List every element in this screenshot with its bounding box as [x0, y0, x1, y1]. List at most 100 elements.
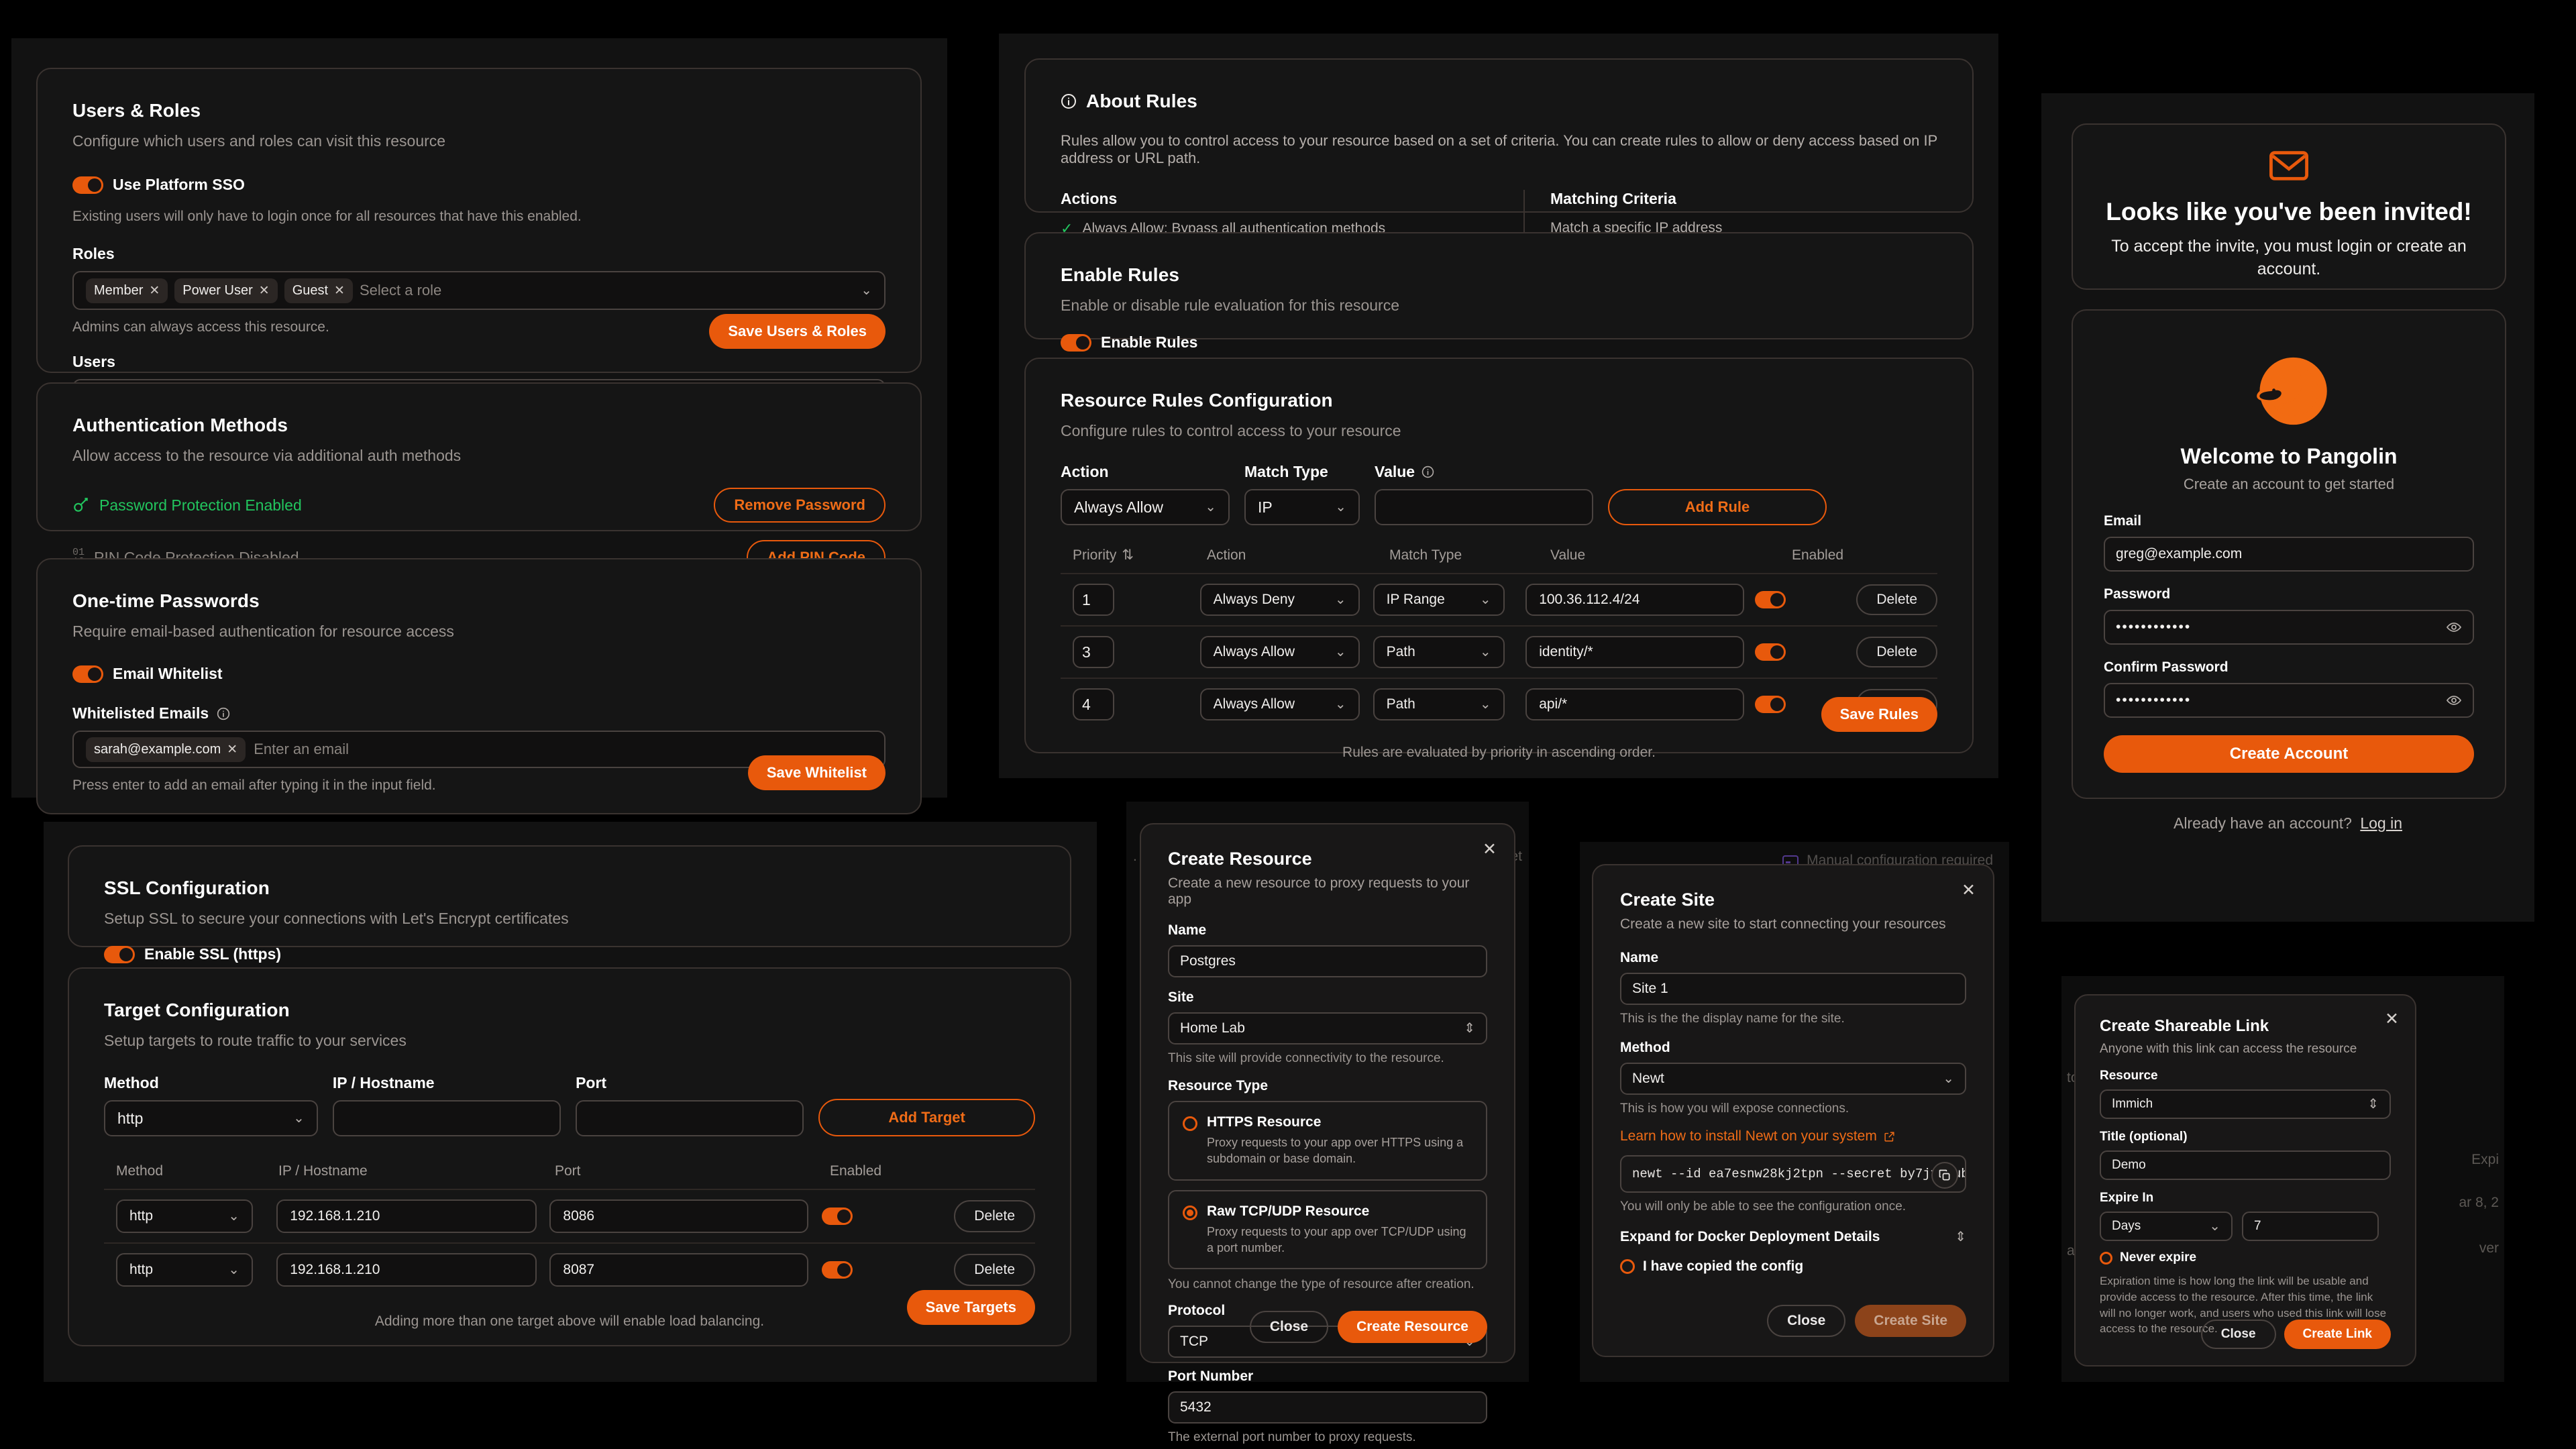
- use-platform-sso-toggle-row[interactable]: Use Platform SSO: [72, 176, 885, 194]
- save-whitelist-button[interactable]: Save Whitelist: [747, 755, 885, 790]
- resource-type-option-tcpudp[interactable]: Raw TCP/UDP Resource Proxy requests to y…: [1168, 1189, 1487, 1270]
- new-target-port-input[interactable]: [576, 1100, 804, 1136]
- save-rules-button[interactable]: Save Rules: [1821, 697, 1937, 732]
- save-targets-button[interactable]: Save Targets: [906, 1290, 1035, 1325]
- target-port-input[interactable]: 8087: [549, 1253, 809, 1287]
- newt-command-box[interactable]: newt --id ea7esnw28kj2tpn --secret by7jf…: [1620, 1155, 1966, 1193]
- close-button[interactable]: Close: [1767, 1305, 1846, 1337]
- info-icon[interactable]: [1421, 466, 1434, 478]
- signup-confirm-input[interactable]: ••••••••••••: [2104, 683, 2474, 718]
- email-tag[interactable]: sarah@example.com ✕: [86, 737, 246, 762]
- target-host-input[interactable]: 192.168.1.210: [276, 1253, 537, 1287]
- signup-password-input[interactable]: ••••••••••••: [2104, 610, 2474, 645]
- row-value-input[interactable]: identity/*: [1525, 636, 1745, 668]
- close-button[interactable]: Close: [1249, 1311, 1329, 1343]
- delete-target-button[interactable]: Delete: [954, 1200, 1035, 1232]
- role-tag[interactable]: Power User ✕: [174, 278, 278, 303]
- priority-input[interactable]: 3: [1073, 636, 1114, 668]
- create-link-button[interactable]: Create Link: [2284, 1320, 2391, 1349]
- delete-rule-button[interactable]: Delete: [1856, 584, 1938, 615]
- row-action-select[interactable]: Always Allow ⌄: [1199, 688, 1360, 720]
- never-expire-row[interactable]: Never expire: [2100, 1250, 2391, 1265]
- new-rule-value-input[interactable]: [1375, 489, 1593, 525]
- add-rule-button[interactable]: Add Rule: [1608, 489, 1827, 525]
- role-tag[interactable]: Guest ✕: [284, 278, 353, 303]
- priority-input[interactable]: 4: [1073, 688, 1114, 720]
- enable-rules-toggle-row[interactable]: Enable Rules: [1061, 333, 1937, 352]
- target-port-input[interactable]: 8086: [549, 1199, 809, 1233]
- target-enabled-toggle[interactable]: [821, 1208, 853, 1225]
- delete-target-button[interactable]: Delete: [954, 1254, 1035, 1286]
- new-target-method-select[interactable]: http ⌄: [104, 1100, 318, 1136]
- share-resource-select[interactable]: Immich ⇕: [2100, 1089, 2391, 1119]
- row-action-select[interactable]: Always Deny ⌄: [1199, 584, 1360, 616]
- row-action-select[interactable]: Always Allow ⌄: [1199, 636, 1360, 668]
- new-rule-action-select[interactable]: Always Allow ⌄: [1061, 489, 1230, 525]
- close-icon[interactable]: ✕: [1962, 881, 1976, 900]
- checkbox-unchecked-icon[interactable]: [1620, 1259, 1635, 1274]
- email-whitelist-toggle-row[interactable]: Email Whitelist: [72, 665, 885, 683]
- site-name-input[interactable]: Site 1: [1620, 973, 1966, 1005]
- row-match-select[interactable]: Path ⌄: [1373, 688, 1505, 720]
- target-enabled-toggle[interactable]: [821, 1261, 853, 1279]
- roles-multiselect[interactable]: Member ✕ Power User ✕ Guest ✕ Select a role…: [72, 271, 885, 310]
- sort-icon[interactable]: ⇅: [1122, 547, 1134, 563]
- resource-site-select[interactable]: Home Lab ⇕: [1168, 1012, 1487, 1044]
- external-link-icon[interactable]: [1884, 1131, 1895, 1142]
- role-tag[interactable]: Member ✕: [86, 278, 168, 303]
- add-target-button[interactable]: Add Target: [818, 1099, 1035, 1136]
- radio-selected-icon[interactable]: [1183, 1205, 1197, 1220]
- enable-rules-toggle[interactable]: [1061, 333, 1091, 352]
- remove-icon[interactable]: ✕: [227, 742, 238, 757]
- target-method-select[interactable]: http ⌄: [116, 1253, 253, 1287]
- copy-button[interactable]: [1931, 1162, 1958, 1189]
- row-enabled-toggle[interactable]: [1754, 643, 1786, 661]
- share-title-input[interactable]: Demo: [2100, 1150, 2391, 1180]
- radio-unselected-icon[interactable]: [1183, 1116, 1197, 1131]
- expand-docker-details-row[interactable]: Expand for Docker Deployment Details ⇕: [1620, 1229, 1966, 1245]
- remove-icon[interactable]: ✕: [258, 283, 270, 298]
- email-whitelist-toggle[interactable]: [72, 665, 103, 683]
- row-value-input[interactable]: 100.36.112.4/24: [1525, 584, 1745, 616]
- row-enabled-toggle[interactable]: [1754, 591, 1786, 608]
- eye-icon[interactable]: [2446, 692, 2462, 708]
- priority-input[interactable]: 1: [1073, 584, 1114, 616]
- login-link[interactable]: Log in: [2360, 814, 2403, 832]
- use-platform-sso-toggle[interactable]: [72, 176, 103, 194]
- info-icon[interactable]: [217, 707, 230, 720]
- remove-password-button[interactable]: Remove Password: [714, 488, 885, 523]
- site-method-select[interactable]: Newt ⌄: [1620, 1063, 1966, 1095]
- save-users-roles-button[interactable]: Save Users & Roles: [709, 314, 885, 349]
- enable-ssl-toggle[interactable]: [104, 945, 135, 963]
- target-method-select[interactable]: http ⌄: [116, 1199, 253, 1233]
- create-site-button[interactable]: Create Site: [1855, 1305, 1966, 1337]
- row-enabled-toggle[interactable]: [1754, 696, 1786, 713]
- share-expire-amount-input[interactable]: 7: [2242, 1212, 2379, 1241]
- resource-name-input[interactable]: Postgres: [1168, 945, 1487, 977]
- remove-icon[interactable]: ✕: [149, 283, 160, 298]
- close-button[interactable]: Close: [2200, 1320, 2276, 1349]
- signup-email-input[interactable]: greg@example.com: [2104, 537, 2474, 572]
- copied-config-row[interactable]: I have copied the config: [1620, 1258, 1966, 1275]
- remove-icon[interactable]: ✕: [334, 283, 345, 298]
- create-resource-button[interactable]: Create Resource: [1338, 1311, 1487, 1343]
- row-match-select[interactable]: IP Range ⌄: [1373, 584, 1505, 616]
- port-number-input[interactable]: 5432: [1168, 1391, 1487, 1424]
- delete-rule-button[interactable]: Delete: [1856, 637, 1938, 667]
- eye-icon[interactable]: [2446, 619, 2462, 635]
- row-value-input[interactable]: api/*: [1525, 688, 1745, 720]
- enable-ssl-toggle-row[interactable]: Enable SSL (https): [104, 945, 1035, 963]
- resource-type-option-https[interactable]: HTTPS Resource Proxy requests to your ap…: [1168, 1101, 1487, 1181]
- target-host-input[interactable]: 192.168.1.210: [276, 1199, 537, 1233]
- whitelisted-emails-input[interactable]: sarah@example.com ✕ Enter an email: [72, 731, 885, 768]
- learn-newt-link[interactable]: Learn how to install Newt on your system: [1620, 1128, 1877, 1144]
- close-icon[interactable]: ✕: [2385, 1010, 2399, 1028]
- new-rule-match-select[interactable]: IP ⌄: [1244, 489, 1360, 525]
- share-expire-unit-select[interactable]: Days ⌄: [2100, 1212, 2233, 1241]
- new-target-host-input[interactable]: [332, 1100, 561, 1136]
- close-icon[interactable]: ✕: [1483, 840, 1497, 859]
- checkbox-unchecked-icon[interactable]: [2100, 1251, 2112, 1265]
- create-account-button[interactable]: Create Account: [2104, 735, 2474, 773]
- row-match-select[interactable]: Path ⌄: [1373, 636, 1505, 668]
- chevron-up-down-icon[interactable]: ⇕: [1955, 1230, 1966, 1244]
